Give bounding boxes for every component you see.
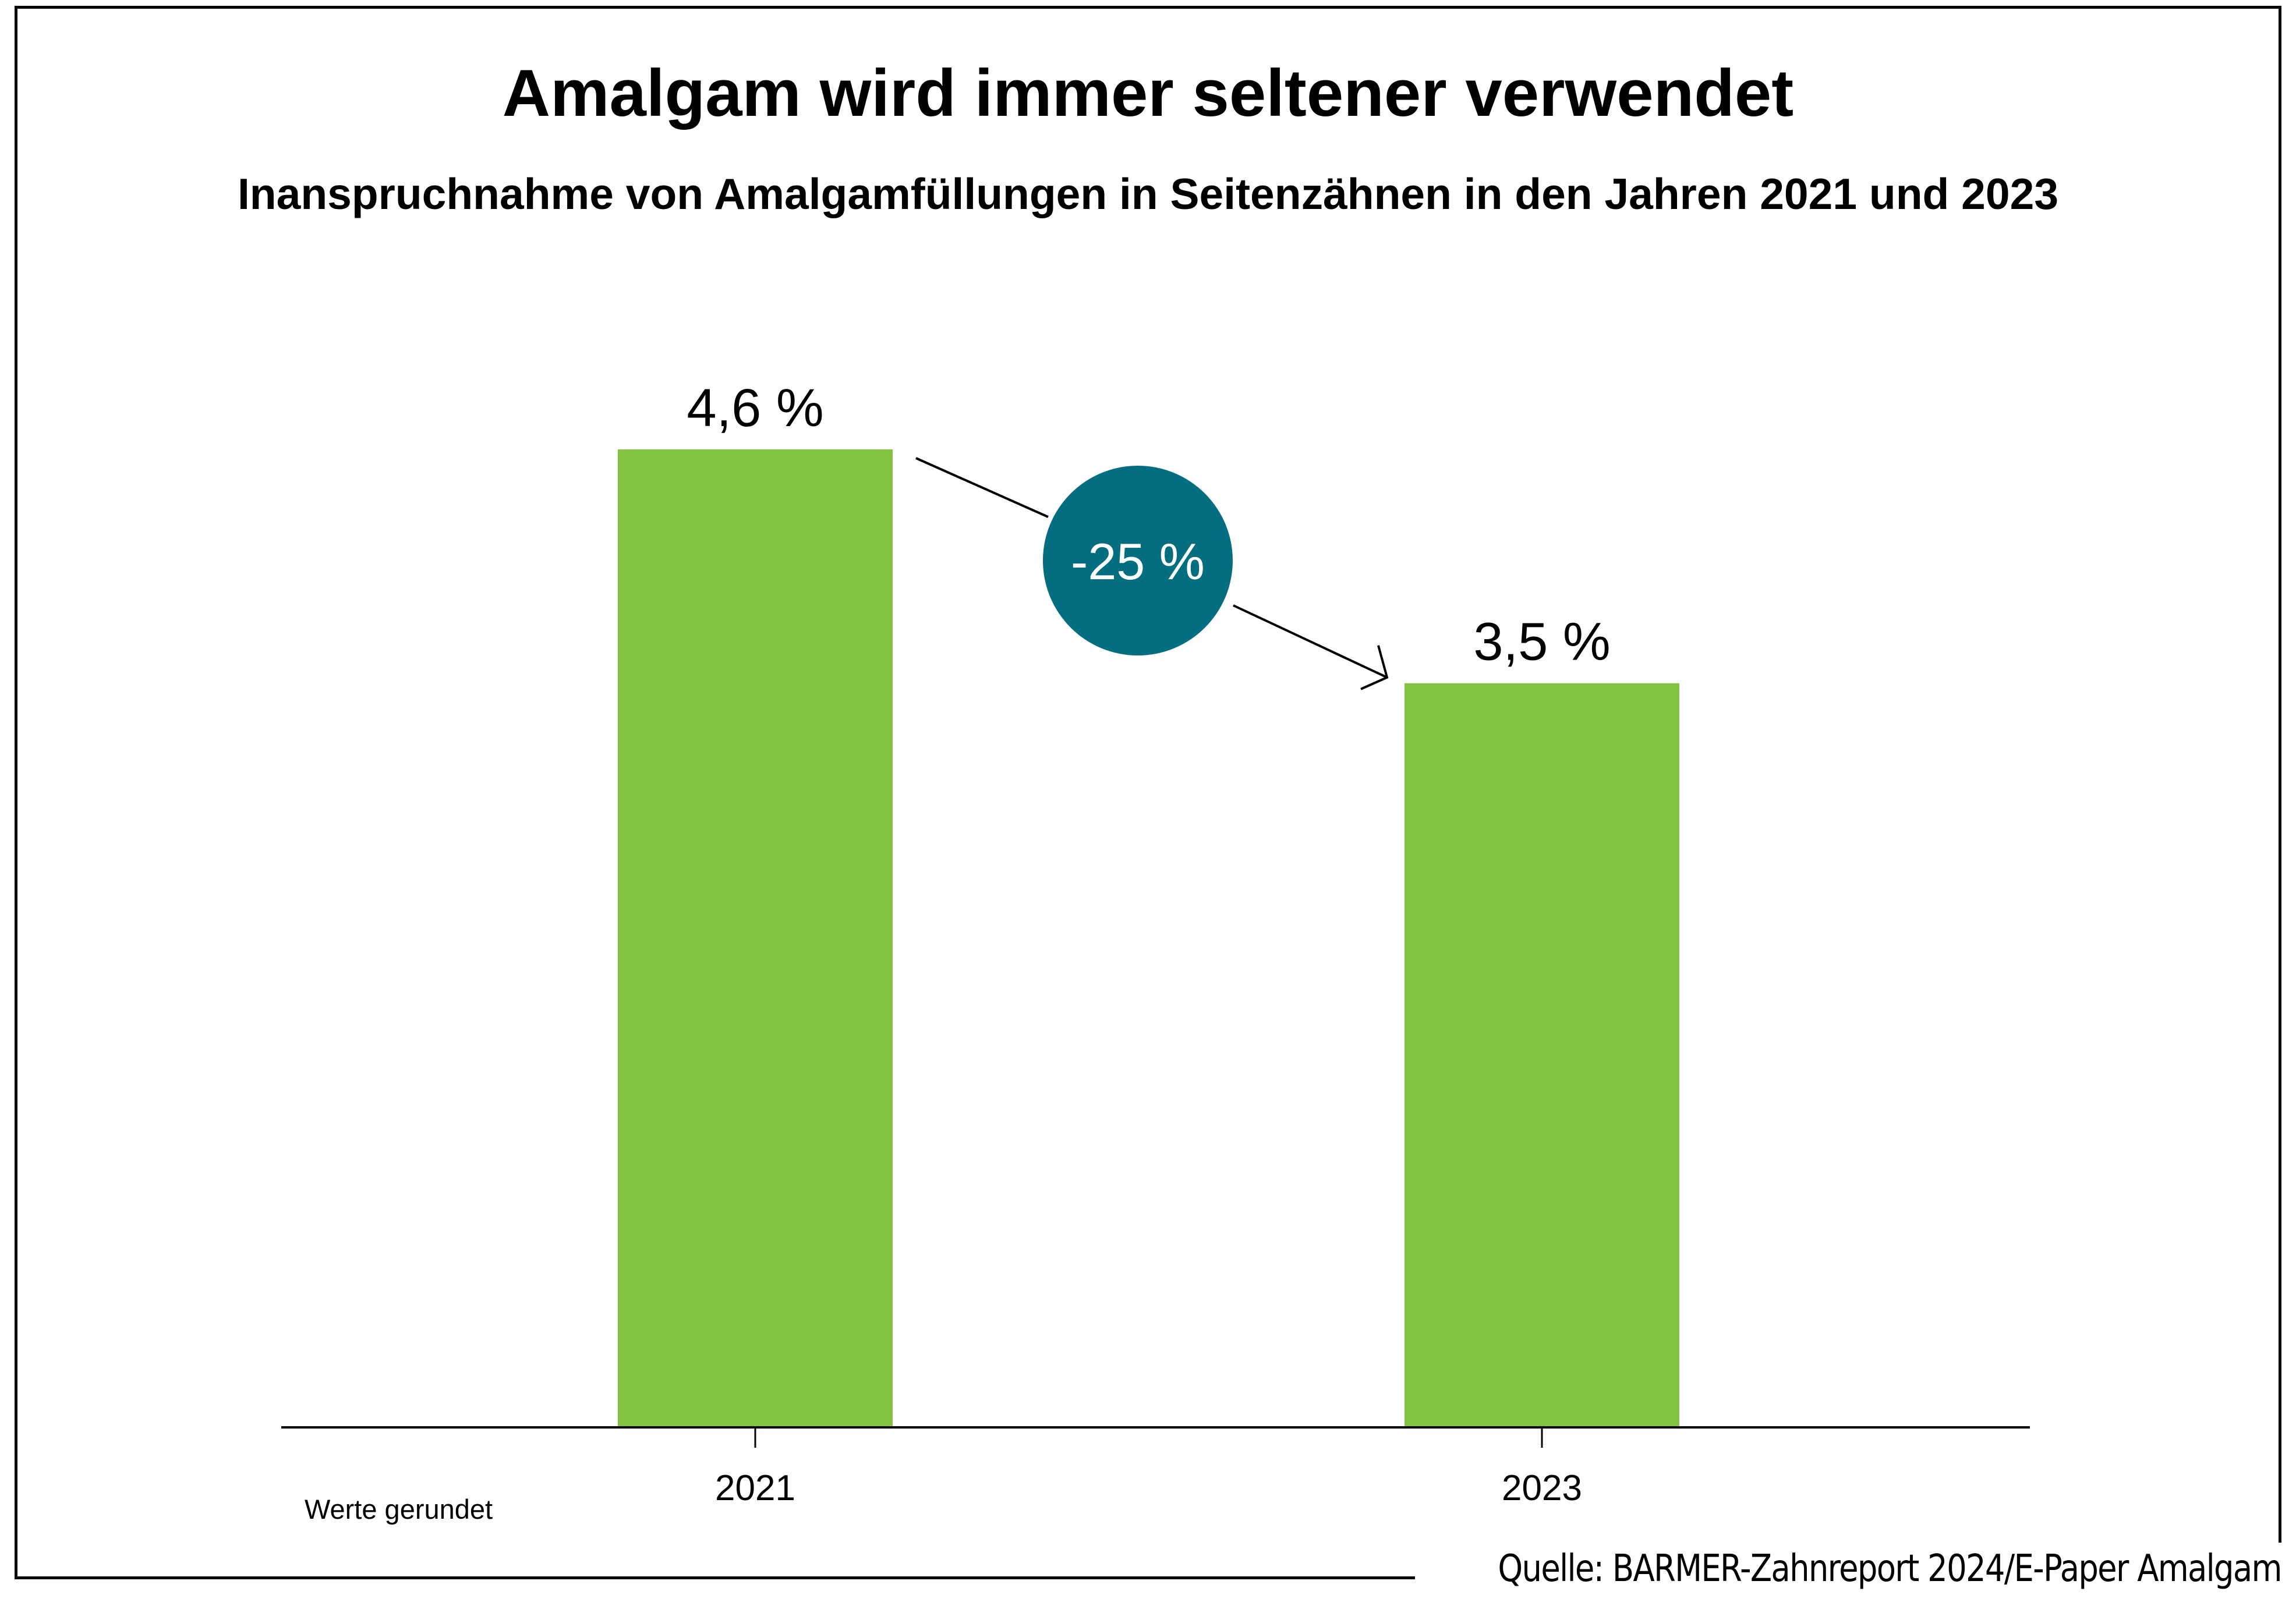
frame-left-border [15, 6, 17, 1579]
change-badge [1043, 466, 1233, 655]
chart-title: Amalgam wird immer seltener verwendet [502, 56, 1794, 130]
x-tick-label-2021: 2021 [715, 1468, 795, 1508]
x-tick-label-2023: 2023 [1502, 1468, 1582, 1508]
bar-2021 [618, 449, 893, 1427]
change-arrow-segment-2 [1233, 604, 1388, 679]
frame-right-border [2279, 6, 2281, 1543]
frame-bottom-border [15, 1576, 1415, 1579]
change-badge-label: -25 % [1071, 533, 1205, 590]
arrow-head-icon [1360, 645, 1389, 690]
bar-2023 [1405, 683, 1679, 1427]
frame-top-border [15, 6, 2281, 9]
chart-subtitle: Inanspruchnahme von Amalgamfüllungen in … [237, 169, 2059, 218]
source-note: Quelle: BARMER-Zahnreport 2024/E-Paper A… [1498, 1547, 2283, 1590]
rounding-note: Werte gerundet [305, 1494, 493, 1525]
value-label-2021: 4,6 % [687, 378, 823, 438]
value-label-2023: 3,5 % [1473, 612, 1610, 672]
change-arrow-segment-1 [915, 457, 1049, 518]
